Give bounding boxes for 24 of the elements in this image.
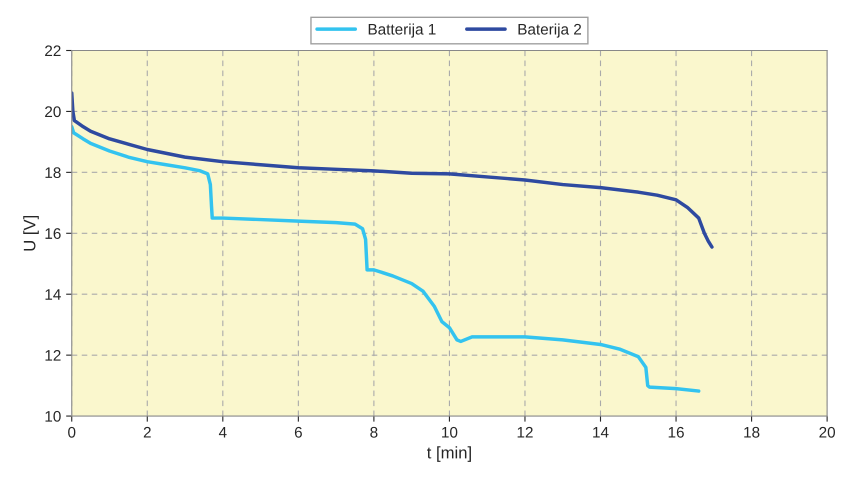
x-tick-label: 0 (68, 426, 76, 438)
y-tick-label: 22 (45, 45, 61, 56)
y-axis-title: U [V] (23, 216, 39, 251)
y-tick-label: 14 (45, 289, 61, 300)
x-tick-label: 16 (668, 426, 684, 438)
line-series (72, 124, 700, 393)
legend-label: Baterija 2 (518, 23, 582, 38)
y-tick-label: 12 (45, 350, 61, 361)
y-tick-label: 20 (45, 106, 61, 118)
y-tick-label: 10 (45, 410, 61, 422)
x-tick-label: 14 (593, 427, 609, 438)
x-tick-label: 2 (144, 426, 151, 438)
x-tick-label: 12 (518, 426, 533, 438)
line-series (72, 91, 714, 249)
x-tick-label: 18 (744, 426, 760, 438)
x-tick-label: 4 (218, 427, 227, 438)
x-tick-label: 8 (370, 426, 378, 438)
x-tick-label: 10 (442, 426, 458, 438)
legend-label: Batterija 1 (368, 23, 436, 38)
x-axis-title: t [min] (426, 446, 471, 462)
y-tick-label: 16 (45, 228, 61, 239)
x-tick-label: 20 (819, 426, 836, 438)
x-tick-label: 6 (294, 426, 302, 438)
y-tick-label: 18 (45, 167, 61, 178)
